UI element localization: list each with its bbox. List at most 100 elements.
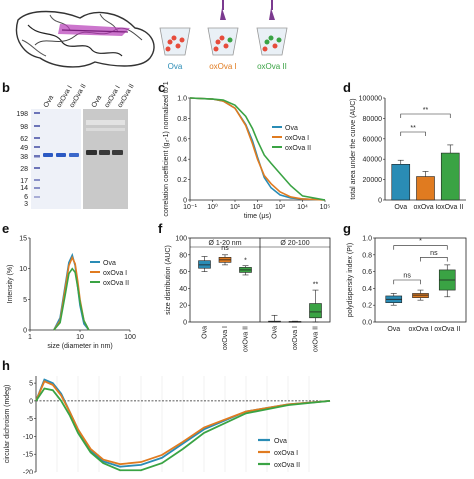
legend-label: oxOva I bbox=[274, 450, 298, 457]
panel-label-h: h bbox=[2, 358, 10, 373]
sig-label: * bbox=[244, 257, 247, 264]
mw-marker: 62 bbox=[20, 136, 28, 143]
x-tick-label: 10⁰ bbox=[207, 203, 218, 211]
y-tick-label: 0.6 bbox=[362, 269, 372, 276]
plot-frame bbox=[374, 237, 467, 323]
y-tick-label: 0.8 bbox=[362, 252, 372, 259]
gel-band bbox=[86, 150, 97, 155]
legend-label: oxOva II bbox=[285, 145, 311, 152]
series-line bbox=[35, 380, 331, 466]
x-axis-label: time (μs) bbox=[244, 213, 271, 220]
y-tick-label: 100000 bbox=[359, 96, 382, 103]
mw-marker: 98 bbox=[20, 124, 28, 131]
box bbox=[412, 293, 429, 298]
lane-label: Ova bbox=[91, 94, 104, 109]
fluorescence-gel bbox=[83, 109, 128, 209]
sig-label: ns bbox=[403, 272, 411, 279]
y-tick-label: -5 bbox=[27, 416, 33, 423]
y-tick-label: 0 bbox=[23, 328, 27, 335]
sig-bracket bbox=[393, 279, 421, 285]
y-axis-label: size distribution (AUC) bbox=[165, 245, 172, 315]
x-tick-label: Ova bbox=[394, 204, 407, 211]
chart-g: 0.0 0.2 0.4 0.6 0.8 1.0 polydispersity index (… bbox=[347, 236, 467, 333]
chart-c: 10⁻¹ 10⁰ 10¹ 10² 10³ 10⁴ 10⁵ 0 0.2 0.4 0.6 0.8 1.0 ti… bbox=[163, 81, 330, 220]
bar bbox=[416, 176, 435, 201]
coomassie-gel bbox=[31, 109, 81, 209]
x-tick-label: oxOva II bbox=[437, 204, 463, 211]
y-tick-label: 0 bbox=[29, 398, 33, 405]
panel-label-f: f bbox=[158, 221, 163, 236]
legend-label: Ova bbox=[274, 438, 287, 445]
y-tick-label: 80000 bbox=[363, 116, 383, 123]
chart-e: 1 10 100 0 5 10 15 size (diameter in nm) Intensi… bbox=[7, 236, 136, 351]
y-tick-label: 15 bbox=[19, 236, 27, 243]
series-line bbox=[189, 97, 326, 201]
x-tick-label: oxOva II bbox=[243, 326, 250, 352]
x-axis-label: size (diameter in nm) bbox=[47, 343, 112, 350]
bar bbox=[440, 152, 460, 201]
tube-label-ova: Ova bbox=[168, 62, 183, 71]
mw-marker: 198 bbox=[16, 111, 28, 118]
sig-label: ns bbox=[221, 245, 229, 252]
y-tick-label: 60000 bbox=[363, 136, 383, 143]
panel-g: g 0.0 0.2 0.4 0.6 0.8 1.0 polydispersity index… bbox=[343, 221, 467, 333]
y-tick-label: 40000 bbox=[363, 157, 383, 164]
gel-lane-labels: Ova oxOva I oxOva II Ova oxOva I oxOva I… bbox=[43, 83, 136, 109]
lane-label: Ova bbox=[43, 94, 56, 109]
protein-structure-image bbox=[15, 10, 155, 68]
y-tick-label: 10 bbox=[19, 266, 27, 273]
gel-band bbox=[56, 153, 66, 157]
mw-marker: 3 bbox=[24, 201, 28, 208]
legend-label: oxOva II bbox=[274, 462, 300, 469]
y-tick-label: 20000 bbox=[363, 177, 383, 184]
y-tick-label: 40 bbox=[179, 286, 187, 293]
x-tick-label: oxOva II bbox=[313, 326, 320, 352]
panel-c: c 10⁻¹ 10⁰ 10¹ 10² 10³ 10⁴ 10⁵ 0 0.2 0.4 0.6 0.8 1.0… bbox=[158, 80, 330, 220]
tube-oxova2: oxOva II bbox=[256, 0, 288, 71]
legend-label: oxOva I bbox=[103, 270, 127, 277]
lane-label: oxOva II bbox=[117, 83, 136, 109]
tube-schematics: Ova oxOva I oxOva II bbox=[159, 0, 288, 71]
y-tick-label: 60 bbox=[179, 269, 187, 276]
y-tick-label: 20 bbox=[179, 303, 187, 310]
legend-label: Ova bbox=[285, 125, 298, 132]
mw-markers: 198 98 62 49 38 28 17 14 6 3 bbox=[16, 111, 28, 208]
x-tick-label: oxOva I bbox=[292, 326, 299, 350]
panel-e: e 1 10 100 0 5 10 15 size (diameter in nm) Inten… bbox=[2, 221, 136, 350]
box bbox=[198, 260, 211, 269]
y-tick-label: 0.2 bbox=[177, 177, 187, 184]
x-tick-label: 10¹ bbox=[230, 204, 241, 211]
mw-marker: 6 bbox=[24, 194, 28, 201]
legend-label: oxOva II bbox=[103, 280, 129, 287]
x-tick-label: 10⁴ bbox=[297, 204, 308, 211]
sig-bracket bbox=[393, 245, 448, 250]
sig-label: ns bbox=[430, 250, 438, 257]
x-tick-label: oxOva I bbox=[413, 204, 437, 211]
gel-band bbox=[69, 153, 79, 157]
group-label: Ø 20-100 bbox=[280, 240, 309, 247]
y-tick-label: 0.2 bbox=[362, 303, 372, 310]
tube-label-oxova2: oxOva II bbox=[257, 62, 287, 71]
panel-label-c: c bbox=[158, 80, 165, 95]
gel-band bbox=[99, 150, 110, 155]
group-label: Ø 1-20 nm bbox=[208, 240, 241, 247]
legend-label: oxOva I bbox=[285, 135, 309, 142]
x-tick-label: 10⁻¹ bbox=[183, 204, 197, 211]
y-tick-label: 80 bbox=[179, 252, 187, 259]
y-tick-label: 0.8 bbox=[177, 116, 187, 123]
y-axis-label: circular dichroism (mdeg) bbox=[4, 385, 11, 464]
tube-label-oxova1: oxOva I bbox=[209, 62, 237, 71]
sig-label: ** bbox=[313, 282, 319, 289]
panel-label-g: g bbox=[343, 221, 351, 236]
tube-ova: Ova bbox=[159, 27, 191, 71]
sig-label: ** bbox=[410, 125, 416, 132]
panel-label-b: b bbox=[2, 80, 10, 95]
x-tick-label: 1 bbox=[28, 334, 32, 341]
y-axis-label: correlation coefficient (g₂-1) normalize… bbox=[163, 81, 170, 216]
gel-band bbox=[43, 153, 53, 157]
panel-b: b Ova oxOva I oxOva II Ova oxOva I oxOva… bbox=[2, 80, 136, 209]
